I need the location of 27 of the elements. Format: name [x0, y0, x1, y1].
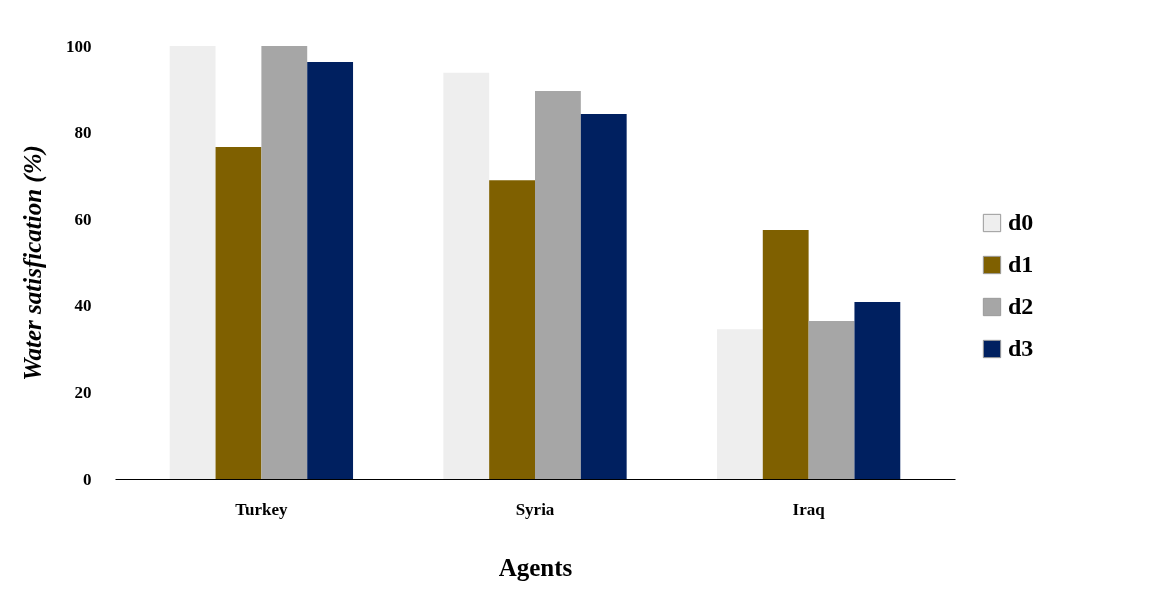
- bar: [443, 72, 490, 479]
- x-axis-title: Agents: [498, 553, 573, 581]
- y-tick-label: 80: [74, 123, 92, 143]
- bar: [716, 329, 763, 479]
- legend-label: d0: [1008, 209, 1034, 235]
- bar: [261, 46, 308, 479]
- y-tick-label: 100: [66, 36, 92, 56]
- y-axis-title: Water satisfication (%): [19, 145, 47, 381]
- x-tick-label: Iraq: [792, 499, 826, 519]
- bar: [580, 113, 627, 479]
- bar: [215, 146, 262, 479]
- y-tick-label: 20: [74, 382, 92, 402]
- y-tick-label: 40: [74, 296, 92, 316]
- bar: [854, 301, 901, 479]
- y-tick-label: 60: [74, 209, 92, 229]
- bar: [169, 46, 216, 479]
- legend-label: d3: [1008, 335, 1034, 361]
- x-tick-label: Syria: [515, 499, 555, 519]
- y-tick-label: 0: [83, 469, 92, 489]
- bar: [535, 91, 581, 479]
- bar: [808, 320, 855, 479]
- bar: [489, 180, 535, 479]
- legend-label: d2: [1008, 293, 1034, 319]
- x-tick-label: Turkey: [235, 499, 289, 519]
- bar: [762, 230, 809, 479]
- bar: [307, 62, 354, 479]
- legend-label: d1: [1008, 251, 1034, 277]
